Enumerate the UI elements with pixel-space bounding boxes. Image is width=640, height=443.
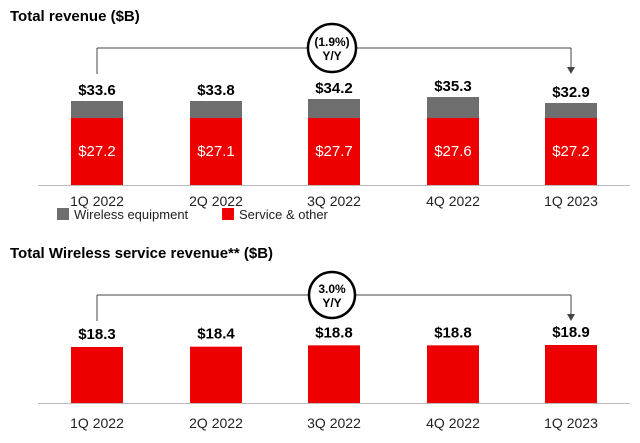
bar-service-label: $27.2 — [552, 143, 590, 160]
yoy-badge-value: (1.9%) — [314, 35, 349, 49]
bar-service-label: $27.7 — [315, 143, 353, 160]
bar-service-label: $27.1 — [197, 143, 235, 160]
x-tick-label: 1Q 2022 — [70, 193, 124, 209]
bar-value-label: $18.3 — [78, 326, 116, 343]
x-tick-label: 1Q 2023 — [544, 193, 598, 209]
bar-value-label: $18.8 — [315, 324, 353, 341]
x-tick-label: 2Q 2022 — [189, 193, 243, 209]
bar-wireless-service — [545, 345, 597, 403]
chart-1-title: Total revenue ($B) — [10, 8, 140, 25]
yoy-badge-label: Y/Y — [322, 296, 341, 310]
bar-value-label: $18.4 — [197, 326, 235, 343]
legend-label-wireless-equipment: Wireless equipment — [74, 207, 189, 222]
yoy-badge — [306, 22, 358, 74]
legend-swatch-wireless-equipment — [57, 208, 69, 220]
bar-value-label: $18.9 — [552, 324, 590, 341]
yoy-badge-label: Y/Y — [322, 49, 341, 63]
x-tick-label: 1Q 2023 — [544, 415, 598, 431]
bar-service-other — [427, 118, 479, 185]
x-tick-label: 4Q 2022 — [426, 415, 480, 431]
annotation-arrow — [567, 67, 575, 74]
annotation-arrow — [567, 314, 575, 321]
x-tick-label: 3Q 2022 — [307, 193, 361, 209]
bar-wireless-service — [308, 345, 360, 403]
bar-service-other — [545, 118, 597, 185]
legend-label-service-other: Service & other — [239, 207, 329, 222]
bar-wireless-service — [427, 345, 479, 403]
x-tick-label: 4Q 2022 — [426, 193, 480, 209]
bar-service-other — [71, 118, 123, 185]
bar-total-label: $33.6 — [78, 82, 116, 99]
yoy-badge — [307, 270, 357, 320]
chart-2-title: Total Wireless service revenue** ($B) — [10, 245, 273, 262]
bar-service-other — [190, 118, 242, 185]
bar-service-label: $27.6 — [434, 143, 472, 160]
bar-total-label: $32.9 — [552, 84, 590, 101]
x-tick-label: 2Q 2022 — [189, 415, 243, 431]
bar-service-label: $27.2 — [78, 143, 116, 160]
x-tick-label: 3Q 2022 — [307, 415, 361, 431]
bar-wireless-equipment — [190, 101, 242, 118]
bar-total-label: $33.8 — [197, 82, 235, 99]
bar-wireless-equipment — [545, 103, 597, 118]
bar-total-label: $34.2 — [315, 80, 353, 97]
legend-swatch-service-other — [222, 208, 234, 220]
bar-wireless-service — [71, 347, 123, 403]
bar-wireless-equipment — [308, 99, 360, 118]
yoy-badge-value: 3.0% — [318, 282, 346, 296]
x-tick-label: 1Q 2022 — [70, 415, 124, 431]
bar-service-other — [308, 118, 360, 185]
bar-wireless-equipment — [427, 97, 479, 118]
bar-wireless-equipment — [71, 101, 123, 118]
bar-wireless-service — [190, 346, 242, 403]
bar-total-label: $35.3 — [434, 78, 472, 95]
bar-value-label: $18.8 — [434, 324, 472, 341]
